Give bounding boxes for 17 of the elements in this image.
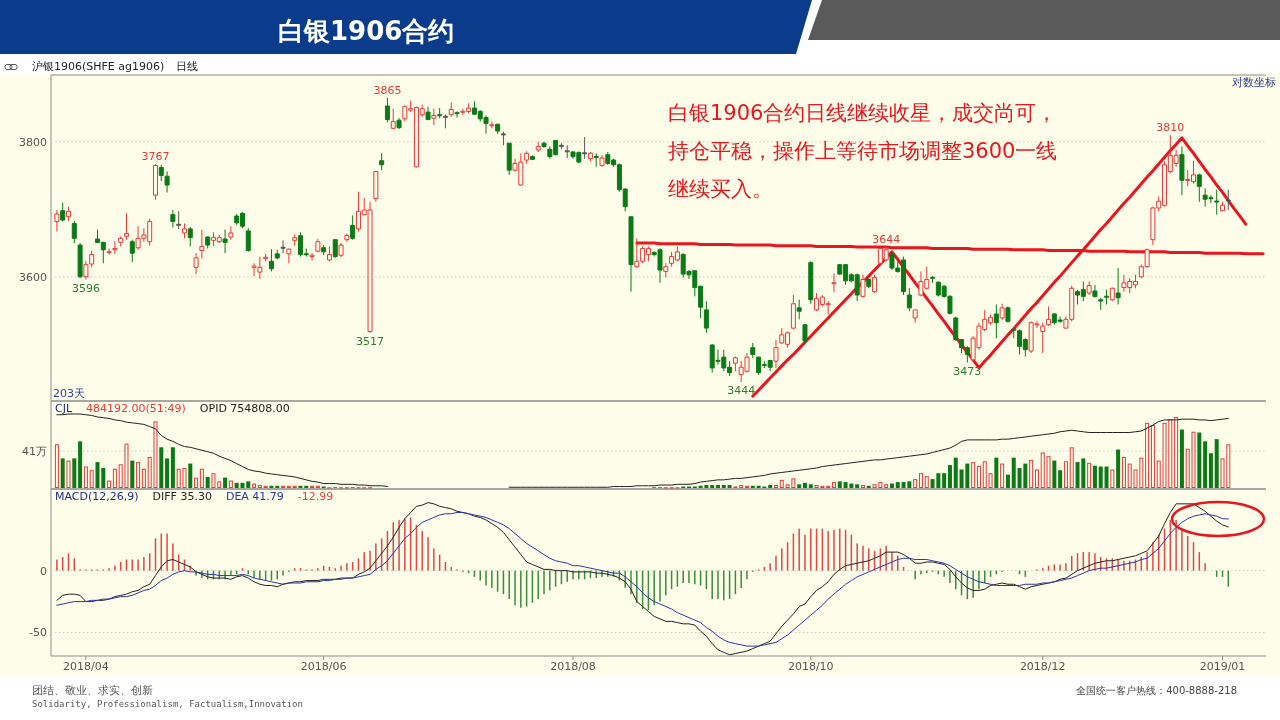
ref-line-label: 41万 [22,445,47,458]
legend: DEA 41.79 [225,490,284,503]
subtitle: 沪银1906(SHFE ag1906) [32,60,165,73]
text: Solidarity, Professionalism, Factualism,Innovation [32,699,303,709]
text: 日线 [176,60,199,73]
legend: 484192.00(51:49) [86,402,186,415]
text: 全国统一客户热线：400-8888-218 [1076,685,1237,696]
title: 白银1906合约 [278,16,455,46]
legend: MACD(12,26,9) [55,490,139,503]
legend: -12.99 [297,490,334,503]
legend: DIFF 35.30 [152,490,212,503]
legend: OPID 754808.00 [199,402,290,415]
annotation: 对数坐标 [1232,76,1276,89]
text: 团结、敬业、求实、创新 [32,684,153,697]
legend: CJL [55,402,73,415]
annotation: 203天 [53,387,85,400]
annotation: 白银1906合约日线继续收星，成交尚可，持仓平稳，操作上等待市场调整3600一线继续买入。 [668,101,1058,201]
